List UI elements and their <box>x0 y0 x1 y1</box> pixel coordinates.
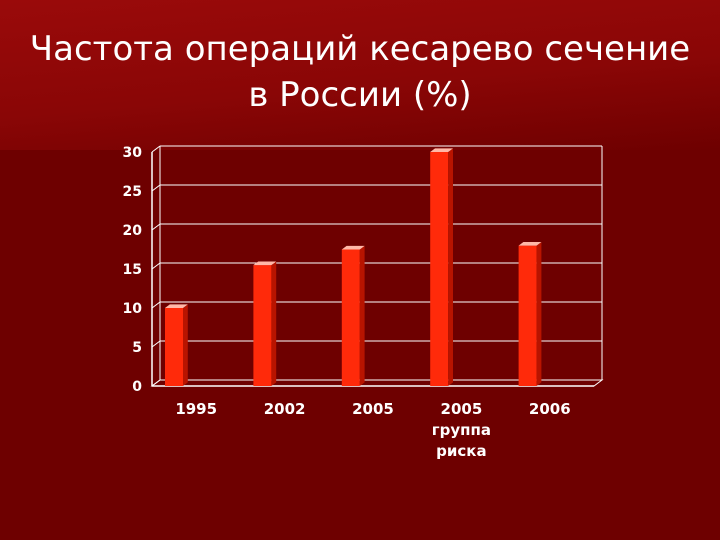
x-tick-label: 2005 группа риска <box>432 400 491 460</box>
bar <box>165 304 188 386</box>
x-tick-label: 2002 <box>264 400 306 418</box>
background-band <box>0 0 720 150</box>
gridline-diag <box>151 301 161 309</box>
bar <box>518 242 542 386</box>
x-tick-label: 2006 <box>529 400 571 418</box>
bar-top <box>165 304 188 308</box>
bar-side <box>183 304 188 386</box>
x-tick-label: 1995 <box>175 400 217 418</box>
y-tick-label: 5 <box>132 340 142 356</box>
bar-top <box>430 148 453 152</box>
bar-front <box>253 265 272 386</box>
gridline-diag <box>151 184 161 192</box>
slide-title: Частота операций кесарево сечение в Росс… <box>29 29 691 115</box>
y-tick-label: 30 <box>123 145 143 161</box>
y-tick-label: 15 <box>123 262 142 278</box>
gridline-diag <box>151 145 161 153</box>
bar-front <box>430 152 449 386</box>
bar-layer <box>165 148 542 386</box>
bar-side <box>359 245 365 386</box>
y-tick-label: 25 <box>123 184 142 200</box>
bar-side <box>271 261 277 386</box>
label-layer: 0 5 10 15 20 25 30 1995 2002 2005 2005 группа риска 2… <box>123 145 571 460</box>
bar <box>253 261 277 386</box>
y-tick-label: 0 <box>132 379 142 395</box>
gridline-diag <box>151 223 161 231</box>
bar <box>430 148 453 386</box>
gridline-diag <box>151 340 161 348</box>
bar-top <box>518 242 542 246</box>
bar-front <box>165 308 183 386</box>
bar-side <box>536 242 542 386</box>
bar-front <box>518 245 537 386</box>
gridline-diag <box>151 262 161 270</box>
bar-top <box>341 245 365 250</box>
bar-front <box>341 249 360 386</box>
x-tick-label: 2005 <box>352 400 394 418</box>
bar-top <box>253 261 277 266</box>
y-tick-label: 20 <box>123 223 143 239</box>
bar <box>341 245 365 386</box>
y-tick-label: 10 <box>123 301 143 317</box>
bar-side <box>448 148 453 386</box>
